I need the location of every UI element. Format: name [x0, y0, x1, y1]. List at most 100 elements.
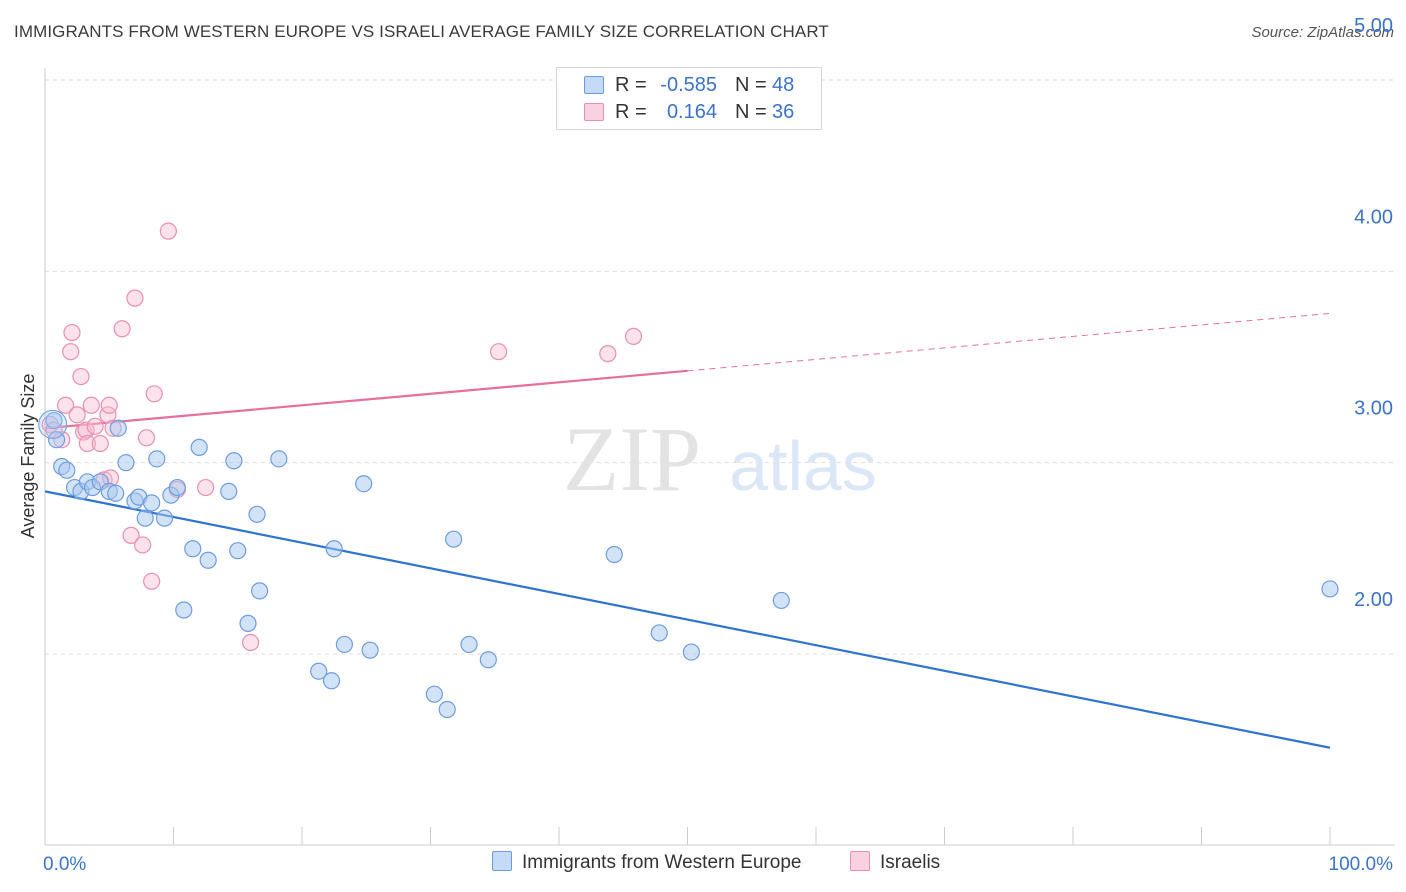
tick-labels: 2.00 3.00 4.00 5.00 0.0% 100.0%	[43, 15, 1393, 875]
israelis-point	[113, 320, 131, 338]
correlation-legend: R = -0.585 N = 48 R = 0.164 N = 36	[556, 67, 822, 130]
israelis-point	[77, 421, 95, 439]
western-europe-point	[460, 635, 478, 654]
western-europe-points	[38, 409, 1339, 719]
y-tick-label: 2.00	[1354, 589, 1393, 611]
r-label: R =	[615, 101, 647, 123]
axes	[44, 68, 1395, 846]
western-europe-point	[225, 452, 243, 470]
watermark: ZIP atlas	[563, 408, 877, 510]
western-europe-trend-line	[44, 490, 1331, 749]
israelis-point	[62, 343, 80, 361]
n-label: N =	[735, 74, 767, 96]
legend-swatch-pink	[584, 103, 604, 121]
israelis-point	[72, 367, 90, 386]
western-europe-point	[1321, 580, 1339, 598]
israelis-point	[63, 323, 81, 342]
y-axis-label: Average Family Size	[18, 374, 38, 539]
western-europe-point	[143, 494, 161, 512]
legend-swatch-pink	[850, 851, 870, 871]
western-europe-point	[109, 419, 127, 437]
n-label: N =	[735, 101, 767, 123]
western-europe-point	[479, 651, 497, 669]
israelis-point	[86, 417, 104, 435]
israelis-point	[82, 396, 100, 414]
western-europe-point	[772, 591, 790, 610]
western-europe-point	[682, 643, 700, 661]
israelis-point	[137, 429, 156, 447]
western-europe-point	[270, 450, 288, 468]
legend-label: Israelis	[880, 852, 941, 873]
western-europe-point	[199, 551, 217, 569]
western-europe-point	[438, 700, 456, 719]
western-europe-point	[168, 478, 186, 497]
ticks	[173, 827, 1331, 845]
western-europe-point	[650, 624, 668, 642]
western-europe-point	[107, 484, 125, 502]
israelis-point	[122, 526, 140, 544]
western-europe-point	[38, 409, 68, 439]
grid-lines	[45, 79, 1395, 655]
israelis-point	[91, 434, 109, 453]
watermark-atlas: atlas	[729, 427, 877, 505]
r-label: R =	[615, 74, 647, 96]
western-europe-point	[335, 635, 354, 654]
western-europe-point	[175, 601, 193, 619]
israelis-point	[78, 434, 97, 453]
x-tick-label-max: 100.0%	[1329, 854, 1394, 875]
western-europe-point	[45, 411, 63, 430]
r-value: -0.585	[660, 74, 717, 96]
source-label: Source: ZipAtlas.com	[1251, 24, 1394, 41]
r-value: 0.164	[666, 101, 717, 123]
western-europe-point	[136, 509, 154, 527]
israelis-trend-line	[44, 369, 688, 430]
legend-row-blue: R = -0.585 N = 48	[557, 72, 821, 100]
chart-title: IMMIGRANTS FROM WESTERN EUROPE VS ISRAEL…	[14, 22, 829, 41]
israelis-point	[56, 396, 75, 414]
israelis-point	[143, 572, 161, 590]
legend-item-western-europe: Immigrants from Western Europe	[492, 851, 801, 874]
western-europe-point	[229, 542, 247, 560]
western-europe-point	[322, 672, 341, 690]
israelis-point	[599, 345, 617, 363]
y-tick-label: 5.00	[1354, 15, 1393, 37]
israelis-point	[624, 327, 643, 345]
legend-swatch-blue	[492, 851, 512, 871]
israelis-points	[41, 222, 643, 652]
n-value: 48	[772, 74, 795, 96]
western-europe-point	[248, 505, 266, 523]
israelis-point	[242, 633, 260, 652]
israelis-point	[126, 289, 144, 307]
legend-item-israelis: Israelis	[850, 851, 940, 874]
israelis-point	[145, 385, 163, 403]
western-europe-point	[58, 461, 76, 479]
western-europe-point	[117, 454, 135, 472]
western-europe-point	[148, 450, 166, 468]
israelis-point	[159, 222, 177, 240]
y-tick-label: 3.00	[1354, 398, 1393, 420]
western-europe-point	[155, 509, 174, 527]
western-europe-point	[605, 545, 623, 564]
legend-label: Immigrants from Western Europe	[522, 852, 802, 873]
israelis-point	[134, 536, 152, 554]
western-europe-point	[250, 582, 269, 600]
western-europe-point	[310, 662, 328, 680]
israelis-point	[68, 406, 86, 424]
y-tick-label: 4.00	[1354, 206, 1393, 228]
western-europe-point	[325, 540, 343, 558]
western-europe-point	[361, 641, 379, 659]
israelis-trend-extension	[687, 312, 1331, 372]
x-tick-label-min: 0.0%	[43, 854, 86, 875]
israelis-point	[197, 478, 215, 497]
western-europe-point	[220, 482, 238, 500]
watermark-zip: ZIP	[563, 408, 701, 510]
western-europe-point	[355, 475, 373, 493]
legend-row-pink: R = 0.164 N = 36	[557, 99, 821, 127]
israelis-point	[490, 343, 508, 361]
western-europe-point	[425, 685, 443, 703]
western-europe-point	[190, 438, 208, 456]
israelis-point	[100, 396, 118, 414]
western-europe-point	[445, 530, 463, 548]
western-europe-point	[239, 614, 257, 632]
